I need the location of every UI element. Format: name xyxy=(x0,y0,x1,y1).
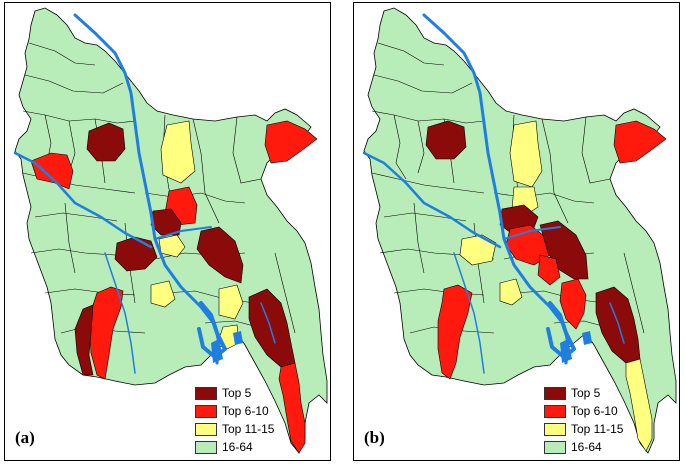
legend-item-16-64: 16-64 xyxy=(195,438,274,456)
swatch-top11-15 xyxy=(195,422,217,436)
legend-item-16-64: 16-64 xyxy=(544,438,623,456)
legend-item-top11-15: Top 11-15 xyxy=(195,420,274,438)
district-top6-10 xyxy=(559,278,587,330)
panel-label-b: (b) xyxy=(364,428,385,447)
district-top6-10 xyxy=(437,284,473,380)
choropleth-map-a xyxy=(13,7,328,454)
district-top6-10 xyxy=(537,254,561,286)
district-top5 xyxy=(150,208,182,236)
district-top11-15 xyxy=(499,278,523,306)
legend-item-top6-10: Top 6-10 xyxy=(195,402,274,420)
district-top6-10 xyxy=(278,362,306,454)
swatch-16-64 xyxy=(544,440,566,454)
choropleth-map-b xyxy=(362,7,677,454)
district-top11-15 xyxy=(160,120,196,184)
rivers xyxy=(362,13,625,374)
legend-label: 16-64 xyxy=(222,440,253,454)
legend-label: 16-64 xyxy=(571,440,602,454)
district-top5 xyxy=(74,304,94,376)
legend-label: Top 6-10 xyxy=(222,404,269,418)
swatch-top5 xyxy=(195,386,217,400)
district-top11-15 xyxy=(625,358,653,452)
district-top11-15 xyxy=(459,234,497,266)
swatch-top6-10 xyxy=(195,404,217,418)
map-panel-b: Top 5 Top 6-10 Top 11-15 16-64 (b) xyxy=(353,2,680,461)
district-top11-15 xyxy=(150,280,176,308)
legend-item-top11-15: Top 11-15 xyxy=(544,420,623,438)
legend-label: Top 5 xyxy=(571,386,601,400)
legend-label: Top 5 xyxy=(222,386,252,400)
island xyxy=(233,331,243,345)
legend-b: Top 5 Top 6-10 Top 11-15 16-64 xyxy=(544,384,623,456)
swatch-top6-10 xyxy=(544,404,566,418)
map-panel-a: Top 5 Top 6-10 Top 11-15 16-64 (a) xyxy=(4,2,331,461)
district-top5 xyxy=(86,122,126,162)
district-top5 xyxy=(196,226,244,284)
legend-item-top5: Top 5 xyxy=(195,384,274,402)
island xyxy=(560,339,572,363)
district-top5 xyxy=(425,120,467,160)
rivers xyxy=(13,13,276,374)
swatch-top11-15 xyxy=(544,422,566,436)
legend-item-top5: Top 5 xyxy=(544,384,623,402)
swatch-16-64 xyxy=(195,440,217,454)
swatch-top5 xyxy=(544,386,566,400)
legend-label: Top 11-15 xyxy=(571,422,624,436)
district-top11-15 xyxy=(218,284,244,320)
legend-item-top6-10: Top 6-10 xyxy=(544,402,623,420)
legend-a: Top 5 Top 6-10 Top 11-15 16-64 xyxy=(195,384,274,456)
island xyxy=(582,331,592,345)
panel-label-a: (a) xyxy=(15,428,35,447)
district-top6-10 xyxy=(613,120,667,164)
district-top11-15 xyxy=(509,120,543,188)
district-top6-10 xyxy=(264,120,318,164)
legend-label: Top 11-15 xyxy=(222,422,275,436)
legend-label: Top 6-10 xyxy=(571,404,618,418)
island xyxy=(211,339,223,363)
district-top6-10 xyxy=(30,152,74,190)
